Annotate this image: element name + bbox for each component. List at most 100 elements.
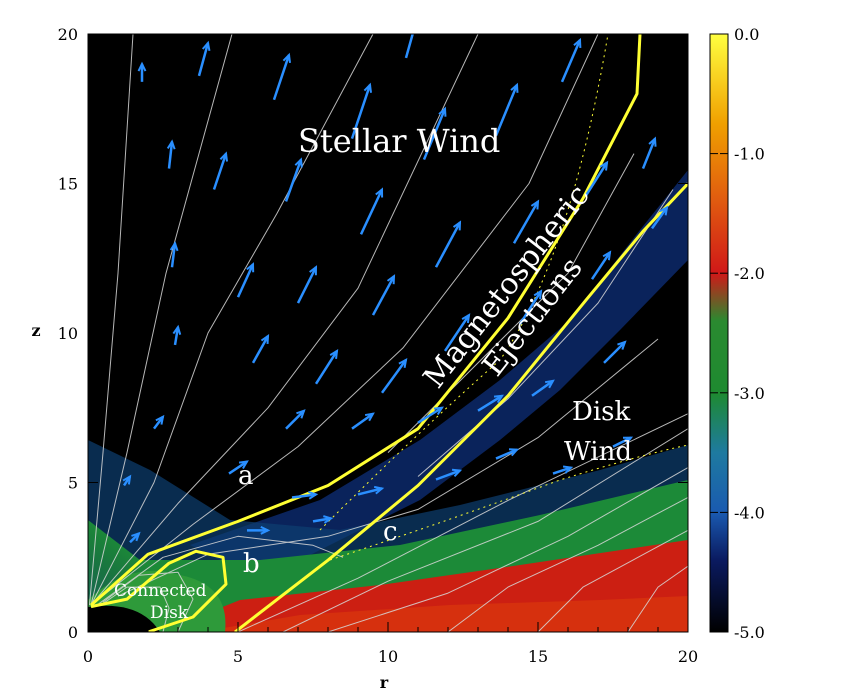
velocity-arrow-shaft [228, 460, 248, 475]
velocity-arrow-head [533, 289, 543, 300]
velocity-arrow-head [364, 412, 375, 422]
velocity-arrow-head [530, 199, 540, 210]
field-line [627, 565, 688, 632]
colorbar-tick-label: -2.0 [734, 264, 765, 283]
velocity-arrow-head [617, 340, 627, 350]
field-line [537, 529, 688, 632]
velocity-arrow-shaft [380, 359, 408, 394]
velocity-arrow-head [508, 448, 520, 457]
velocity-arrow-shaft [404, 34, 414, 59]
velocity-arrow-shaft [531, 379, 554, 397]
velocity-arrow-shaft [650, 206, 669, 230]
y-tick-label: 5 [68, 474, 78, 493]
y-tick-label: 20 [58, 25, 78, 44]
velocity-arrow [291, 490, 319, 500]
field-line [89, 34, 134, 606]
velocity-arrow-head [308, 490, 319, 500]
velocity-arrow-head [329, 349, 339, 360]
velocity-arrow [172, 324, 182, 346]
velocity-arrow-head [296, 409, 306, 419]
velocity-arrow-shaft [477, 394, 503, 412]
velocity-arrow-shaft [170, 243, 177, 268]
velocity-arrow-head [373, 485, 385, 495]
velocity-arrow-shaft [236, 263, 255, 298]
velocity-arrow [641, 136, 657, 170]
velocity-arrow-head [169, 241, 179, 252]
field-line [90, 34, 479, 606]
velocity-arrow-shaft [518, 290, 543, 325]
velocity-arrow [552, 465, 574, 475]
velocity-arrow-shaft [495, 448, 518, 460]
label-a: a [238, 461, 254, 491]
velocity-arrow-head [452, 220, 462, 231]
field-line [417, 189, 674, 477]
velocity-arrow-shaft [284, 159, 303, 202]
velocity-arrow [169, 241, 179, 268]
velocity-arrow-head [131, 531, 141, 542]
velocity-arrow-shaft [641, 138, 657, 170]
field-line [447, 496, 688, 632]
velocity-arrow-head [201, 40, 211, 52]
velocity-arrow-shaft [197, 42, 210, 77]
velocity-arrow-shaft [350, 84, 372, 140]
velocity-arrow [477, 394, 504, 412]
velocity-arrow-head [433, 406, 444, 416]
velocity-arrow-head [155, 414, 165, 425]
velocity-arrow [153, 414, 165, 430]
y-axis-title: z [31, 321, 40, 340]
velocity-arrow-head [238, 460, 249, 469]
velocity-arrow [380, 358, 408, 394]
field-line [90, 34, 374, 606]
velocity-arrow [212, 151, 229, 190]
velocity-arrow-shaft [603, 341, 626, 364]
x-tick-label: 5 [233, 647, 243, 666]
separatrix-c [234, 182, 688, 632]
velocity-arrow-shaft [417, 406, 443, 424]
velocity-arrow-head [493, 394, 504, 404]
velocity-arrow-shaft [612, 436, 632, 448]
y-tick-label: 0 [68, 623, 78, 642]
velocity-arrow-head [461, 313, 471, 324]
colorbar-tick-label: -5.0 [734, 623, 765, 642]
velocity-arrow-shaft [584, 161, 609, 197]
velocity-arrow [590, 250, 612, 280]
velocity-arrow [495, 448, 520, 460]
velocity-arrow-head [122, 474, 132, 485]
velocity-arrow [560, 37, 582, 83]
label-wind: Wind [564, 437, 632, 467]
velocity-arrow-head [659, 205, 669, 216]
colorbar-tick-label: -1.0 [734, 145, 765, 164]
velocity-arrow-shaft [153, 415, 164, 430]
velocity-arrow [650, 205, 669, 230]
velocity-arrow-shaft [552, 466, 572, 475]
velocity-arrow-head [573, 37, 582, 49]
velocity-arrow [247, 525, 271, 535]
velocity-arrow-shaft [422, 108, 447, 161]
velocity-arrow-head [260, 525, 271, 535]
label-c: c [383, 517, 398, 547]
velocity-arrow-head [622, 436, 634, 445]
x-axis-title: r [380, 673, 389, 692]
velocity-arrow-head [219, 151, 229, 162]
velocity-arrow [314, 349, 339, 385]
velocity-arrow-head [166, 139, 176, 150]
velocity-arrow [251, 333, 270, 364]
velocity-arrow-head [544, 379, 555, 389]
velocity-arrow-shaft [351, 412, 374, 430]
velocity-arrow-head [375, 187, 384, 198]
velocity-arrow-head [172, 324, 182, 335]
field-line [237, 413, 688, 632]
velocity-arrow-shaft [212, 153, 228, 190]
disk-orange [200, 596, 688, 632]
velocity-arrow [494, 82, 519, 137]
velocity-arrow [296, 265, 318, 304]
velocity-arrow [357, 485, 385, 496]
velocity-arrow [434, 220, 462, 268]
velocity-arrow [518, 289, 543, 325]
velocity-arrow-head [309, 265, 318, 276]
velocity-arrow-shaft [291, 493, 317, 499]
separatrix-b [90, 549, 228, 632]
velocity-arrow-shaft [285, 409, 305, 430]
label-b: b [243, 549, 260, 579]
